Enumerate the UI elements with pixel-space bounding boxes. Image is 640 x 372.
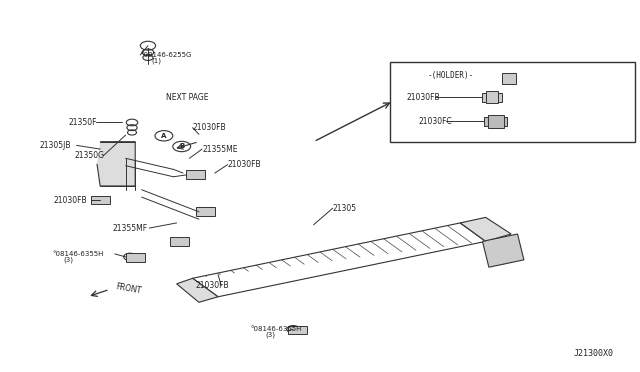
Text: NEXT PAGE: NEXT PAGE — [166, 93, 208, 102]
Bar — [125, 253, 145, 262]
Text: 21030FC: 21030FC — [419, 117, 452, 126]
Bar — [483, 93, 502, 102]
Text: °08146-6355H: °08146-6355H — [250, 326, 301, 332]
Text: 21350G: 21350G — [75, 151, 105, 160]
Text: 21355ME: 21355ME — [202, 145, 237, 154]
Bar — [484, 116, 507, 126]
Text: 21030FB: 21030FB — [193, 123, 226, 132]
Text: 21350F: 21350F — [68, 118, 97, 127]
Text: A: A — [161, 133, 166, 139]
Text: 21030FB: 21030FB — [228, 160, 261, 169]
Bar — [502, 73, 516, 84]
Text: (1): (1) — [151, 57, 161, 64]
Polygon shape — [483, 234, 524, 267]
Text: 21030FB: 21030FB — [196, 281, 229, 290]
Text: 21355MF: 21355MF — [113, 224, 148, 232]
Text: 21305: 21305 — [333, 203, 357, 213]
Bar — [170, 237, 189, 246]
Text: °08146-6355H: °08146-6355H — [52, 251, 104, 257]
Text: 21030FB: 21030FB — [406, 93, 440, 102]
Text: J21300X0: J21300X0 — [573, 350, 613, 359]
Bar — [196, 208, 215, 216]
Bar — [390, 62, 636, 142]
Text: FRONT: FRONT — [115, 282, 142, 295]
Bar — [486, 92, 499, 103]
Polygon shape — [460, 217, 511, 241]
Text: (3): (3) — [64, 257, 74, 263]
Bar — [91, 196, 109, 205]
Text: -(HOLDER)-: -(HOLDER)- — [428, 71, 474, 80]
Text: 21030FB: 21030FB — [54, 196, 87, 205]
Bar — [186, 170, 205, 179]
Polygon shape — [177, 278, 218, 302]
Polygon shape — [193, 223, 486, 297]
Text: B: B — [179, 144, 184, 150]
Bar — [288, 326, 307, 334]
Text: (3): (3) — [266, 331, 276, 338]
Text: °08146-6255G: °08146-6255G — [140, 52, 191, 58]
Polygon shape — [97, 142, 135, 186]
Text: 21305JB: 21305JB — [40, 141, 71, 150]
Bar — [488, 115, 504, 128]
